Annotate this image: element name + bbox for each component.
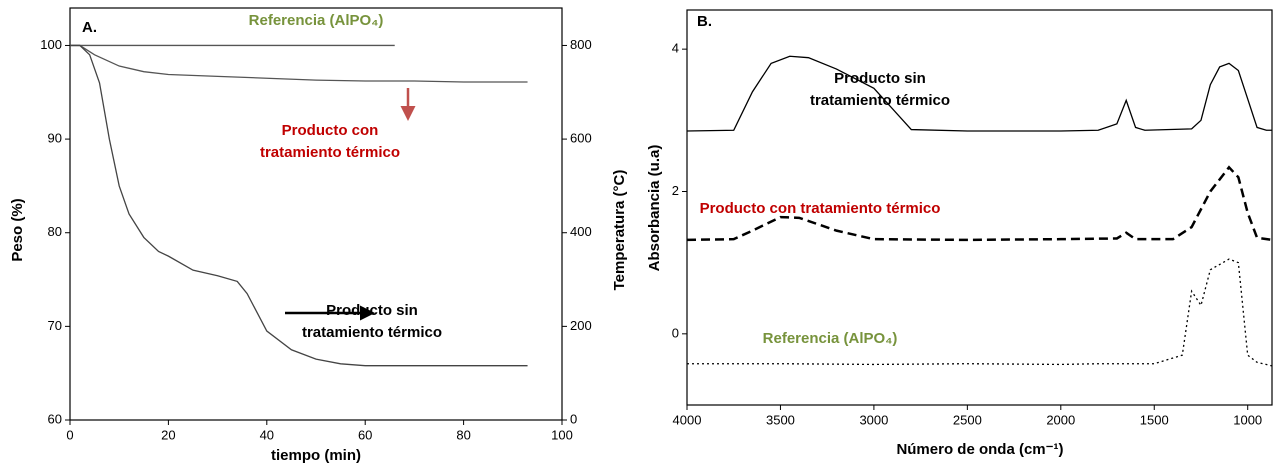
y-axis-label: Peso (%) — [9, 198, 26, 261]
x-tick-label: 2000 — [1046, 412, 1075, 427]
y-tick-label: 4 — [672, 41, 679, 56]
x-tick-label: 60 — [358, 427, 372, 442]
y-tick-label: 0 — [672, 325, 679, 340]
plot-frame — [686, 9, 1273, 406]
y2-tick-label: 200 — [570, 318, 592, 333]
y-axis-label: Absorbancia (u.a) — [646, 145, 663, 272]
y2-tick-label: 600 — [570, 131, 592, 146]
series-label-box: Producto sin tratamiento térmico — [809, 70, 951, 109]
x-tick-label: 1500 — [1140, 412, 1169, 427]
x-tick-label: 3500 — [766, 412, 795, 427]
x-tick-label: 100 — [551, 427, 573, 442]
y-tick-label: 100 — [40, 37, 62, 52]
series-label-box: Producto con tratamiento térmico — [259, 122, 401, 161]
panel-title: B. — [697, 13, 712, 30]
series-label-box: Producto sin tratamiento térmico — [301, 302, 443, 341]
y2-tick-label: 800 — [570, 37, 592, 52]
series-line — [686, 165, 1273, 242]
y-tick-label: 80 — [48, 224, 62, 239]
x-axis-label: Número de onda (cm⁻¹) — [896, 441, 1063, 458]
x-tick-label: 0 — [66, 427, 73, 442]
series-label: Producto sin tratamiento térmico — [809, 70, 951, 109]
x-tick-label: 3000 — [859, 412, 888, 427]
y-tick-label: 90 — [48, 131, 62, 146]
series-label: Producto sin tratamiento térmico — [301, 302, 443, 341]
y-tick-label: 2 — [672, 183, 679, 198]
y2-tick-label: 400 — [570, 224, 592, 239]
y-tick-label: 60 — [48, 411, 62, 426]
x-tick-label: 2500 — [953, 412, 982, 427]
plot-frame — [69, 7, 563, 421]
series-label: Referencia (AlPO₄) — [248, 12, 384, 29]
series-line — [686, 55, 1272, 132]
y-tick-label: 70 — [48, 318, 62, 333]
x-tick-label: 1000 — [1233, 412, 1262, 427]
panel-title: A. — [82, 19, 97, 36]
x-tick-label: 40 — [260, 427, 274, 442]
y2-tick-label: 0 — [570, 411, 577, 426]
x-axis-label: tiempo (min) — [271, 447, 361, 463]
series-label: Referencia (AlPO₄) — [762, 330, 898, 347]
y2-axis-label: Temperatura (°C) — [611, 170, 628, 291]
x-tick-label: 20 — [161, 427, 175, 442]
x-tick-label: 4000 — [673, 412, 702, 427]
series-label-box: Referencia (AlPO₄) — [248, 12, 384, 29]
series-line — [70, 44, 528, 367]
series-label-box: Producto con tratamiento térmico — [699, 200, 941, 217]
series-label: Producto con tratamiento térmico — [699, 200, 941, 217]
series-label: Producto con tratamiento térmico — [259, 122, 401, 161]
series-line — [70, 44, 528, 83]
series-label-box: Referencia (AlPO₄) — [762, 330, 898, 347]
x-tick-label: 80 — [456, 427, 470, 442]
